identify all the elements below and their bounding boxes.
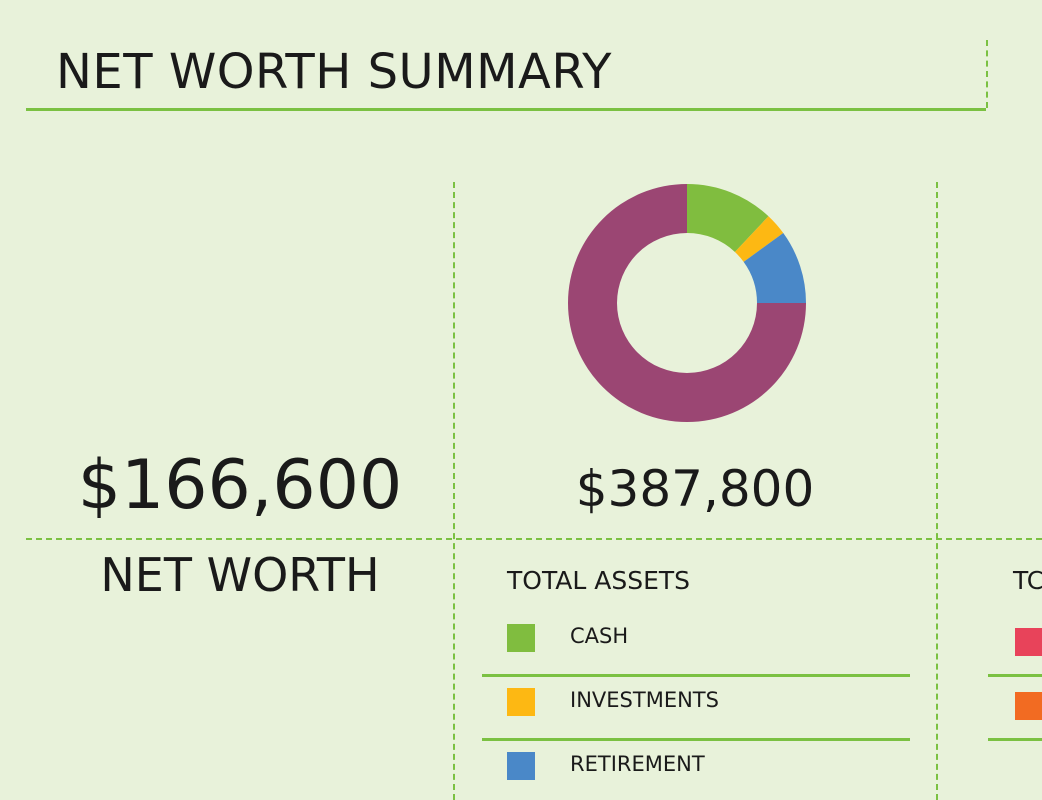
retirement-swatch — [507, 752, 535, 780]
total-liabilities-heading: TC — [1013, 566, 1042, 595]
net-worth-value: $166,600 — [77, 446, 403, 525]
cash-swatch — [507, 624, 535, 652]
total-assets-heading: TOTAL ASSETS — [507, 566, 691, 595]
donut-slice-cash — [687, 184, 769, 252]
header-divider — [986, 40, 988, 108]
legend-item-investments: INVESTMENTS — [482, 678, 910, 742]
investments-swatch — [507, 688, 535, 716]
liability-swatch-1 — [1015, 628, 1042, 656]
legend-label-investments: INVESTMENTS — [570, 688, 719, 712]
title-underline — [26, 108, 986, 111]
column-divider-right — [936, 182, 938, 800]
assets-donut-chart — [568, 184, 806, 422]
legend-label-cash: CASH — [570, 624, 629, 648]
legend-label-retirement: RETIREMENT — [570, 752, 705, 776]
liability-swatch-2 — [1015, 692, 1042, 720]
legend-rule — [482, 674, 910, 677]
legend-item-retirement: RETIREMENT — [482, 742, 910, 800]
row-divider — [26, 538, 1042, 540]
legend-rule — [988, 738, 1042, 741]
total-assets-value: $387,800 — [575, 460, 815, 518]
donut-slice-investments — [734, 216, 784, 262]
legend-rule — [988, 674, 1042, 677]
page-title: NET WORTH SUMMARY — [56, 44, 612, 100]
liabilities-legend-cut — [988, 614, 1042, 744]
net-worth-label: NET WORTH — [100, 548, 380, 602]
donut-slice-other — [568, 184, 806, 422]
legend-rule — [482, 738, 910, 741]
donut-slice-retirement — [743, 233, 806, 303]
legend-item-cash: CASH — [482, 614, 910, 678]
column-divider-left — [453, 182, 455, 800]
